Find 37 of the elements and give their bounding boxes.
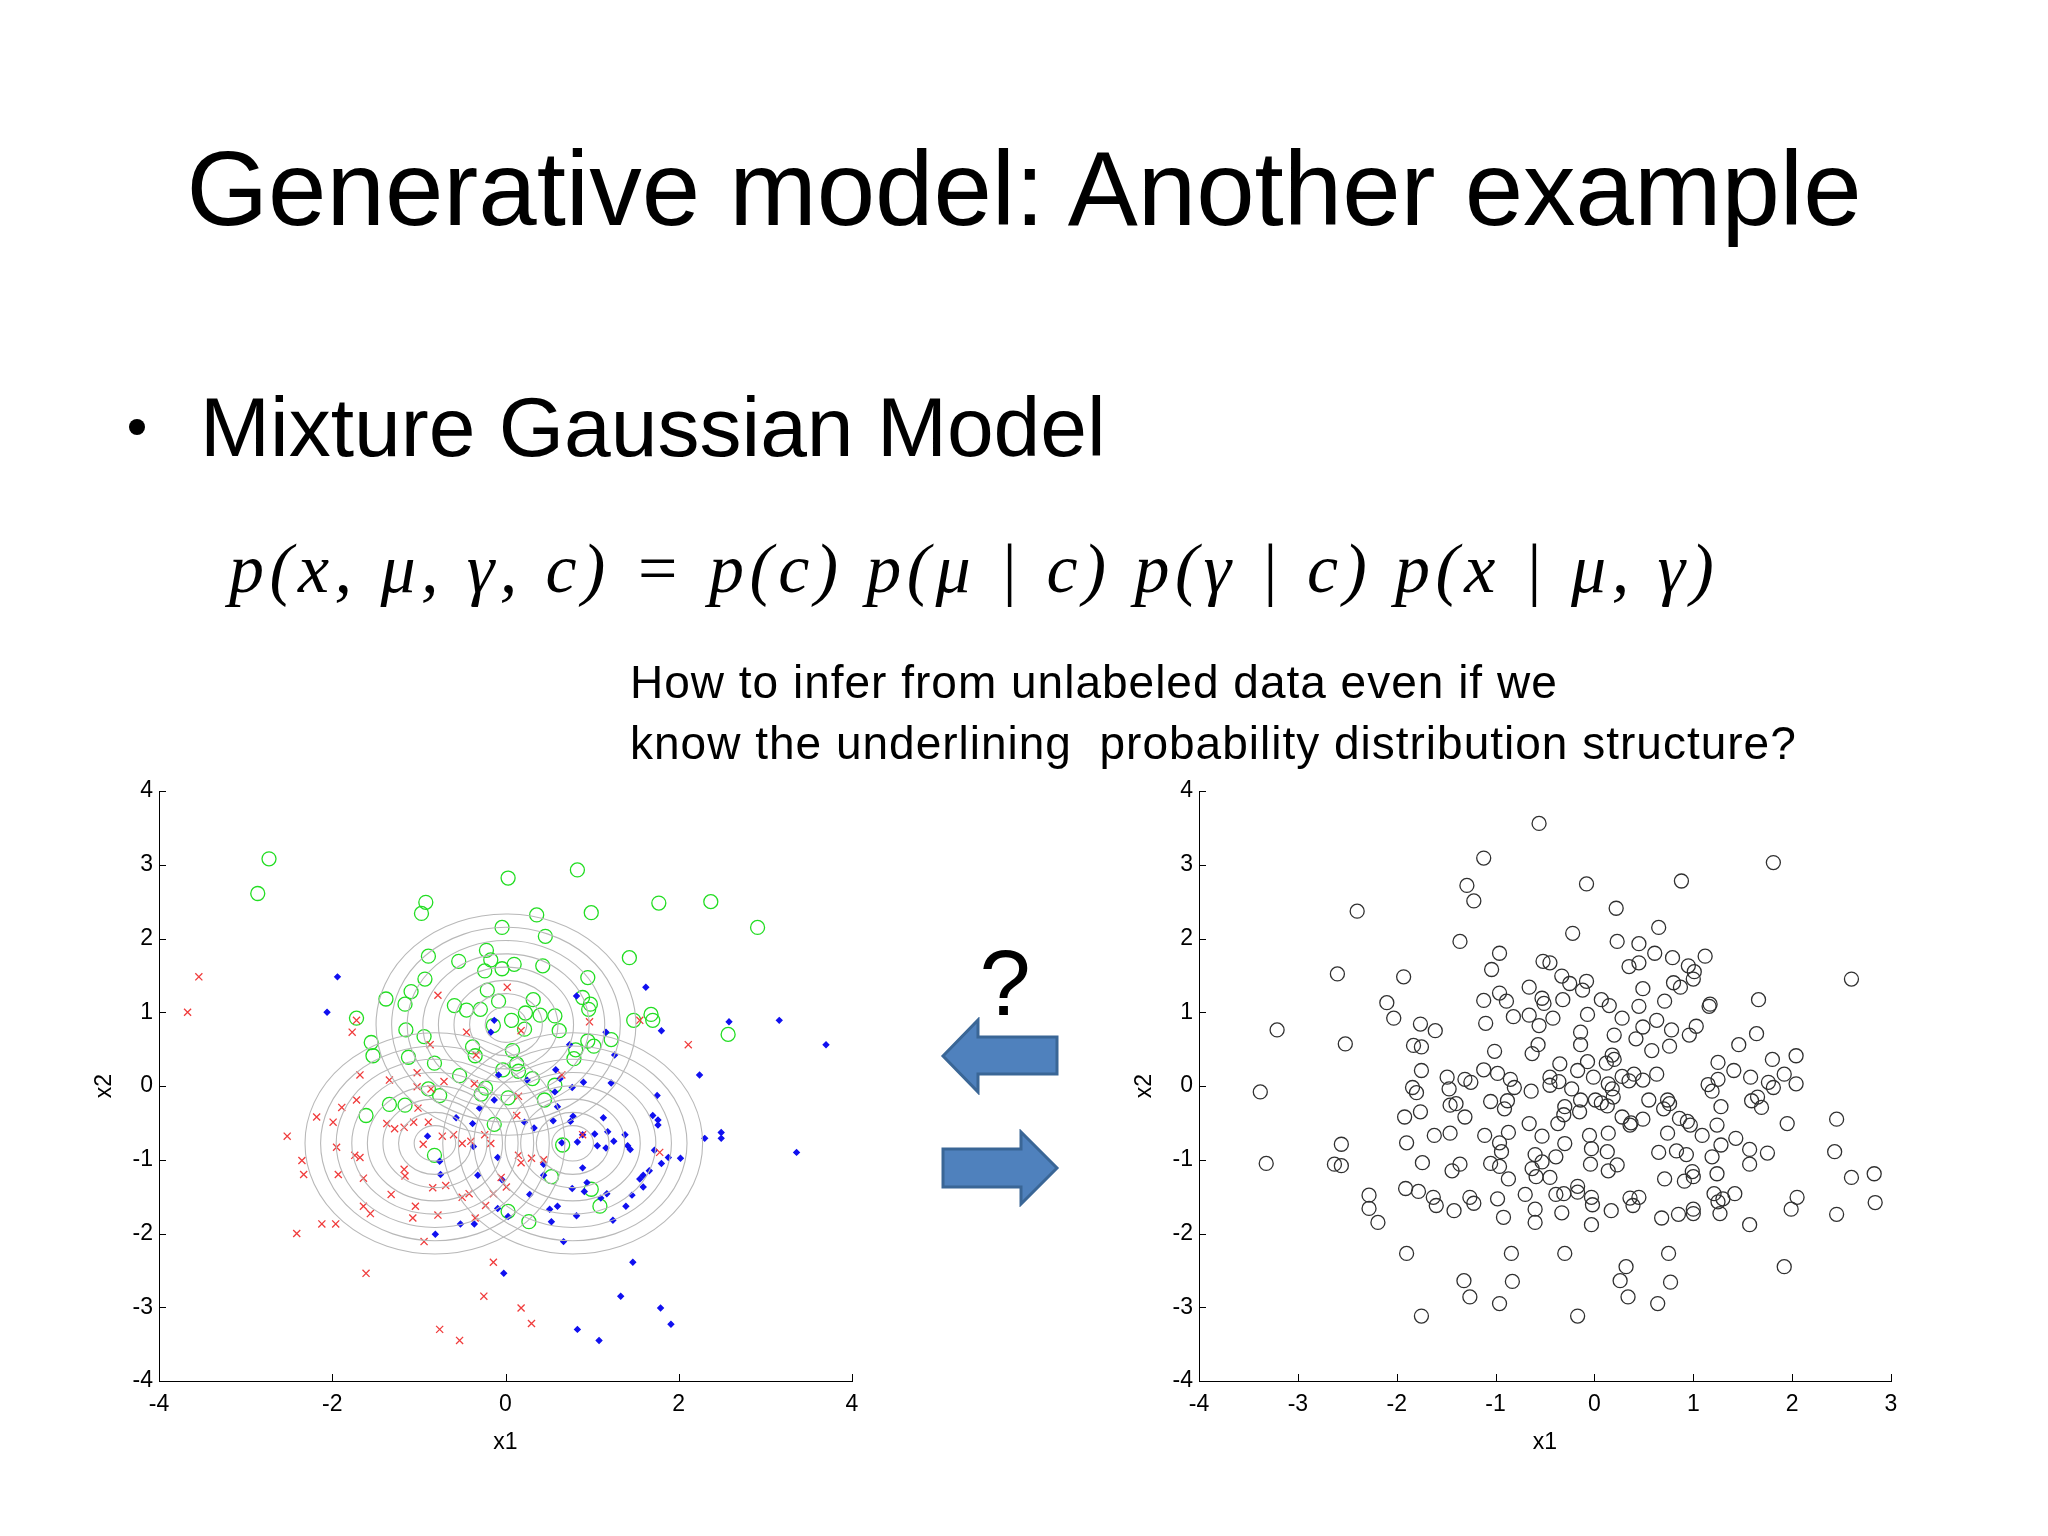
y-tick-label: 4 xyxy=(1180,776,1194,803)
y-axis-title: x2 xyxy=(90,1073,117,1099)
x-tick-label: -2 xyxy=(322,1390,343,1417)
y-tick-label: -3 xyxy=(1172,1292,1193,1319)
y-tick-label: 2 xyxy=(1180,923,1193,950)
y-tick-label: 3 xyxy=(1180,850,1193,877)
text: ? xyxy=(978,931,1032,1036)
x-tick-label: 4 xyxy=(845,1390,859,1417)
y-tick-label: -1 xyxy=(132,1145,153,1172)
x-tick-label: 2 xyxy=(672,1390,686,1417)
y-tick-label: -2 xyxy=(132,1218,153,1245)
x-axis-title: x1 xyxy=(493,1427,518,1454)
y-tick-label: 0 xyxy=(140,1071,153,1098)
x-tick-label: -2 xyxy=(1386,1390,1407,1417)
y-tick-label: 1 xyxy=(140,997,153,1024)
y-tick-label: 0 xyxy=(1180,1071,1193,1098)
x-tick-label: 0 xyxy=(499,1390,512,1417)
y-tick-label: -3 xyxy=(132,1292,153,1319)
chart-subtitle: Mixture Gaussian Model xyxy=(200,379,1106,476)
x-tick-label: -1 xyxy=(1485,1390,1506,1417)
y-tick-label: -4 xyxy=(1172,1366,1194,1393)
y-tick-label: -4 xyxy=(132,1366,154,1393)
y-tick-label: -1 xyxy=(1172,1145,1193,1172)
y-tick-label: -2 xyxy=(1172,1218,1193,1245)
y-tick-label: 4 xyxy=(140,776,154,803)
text: How to infer from unlabeled data even if we know the underlining probability distribution structure? xyxy=(630,655,1797,771)
chart-title: Generative model: Another example xyxy=(185,129,1863,249)
x-tick-label: 3 xyxy=(1884,1390,1898,1417)
y-tick-label: 1 xyxy=(1180,997,1193,1024)
y-tick-label: 3 xyxy=(140,850,153,877)
x-tick-label: 2 xyxy=(1785,1390,1799,1417)
y-tick-label: 2 xyxy=(140,923,153,950)
x-axis-title: x1 xyxy=(1532,1427,1558,1454)
x-tick-label: -3 xyxy=(1287,1390,1309,1417)
x-tick-label: 0 xyxy=(1588,1390,1601,1417)
y-axis-title: x2 xyxy=(1130,1073,1157,1099)
x-tick-label: 1 xyxy=(1686,1390,1700,1417)
